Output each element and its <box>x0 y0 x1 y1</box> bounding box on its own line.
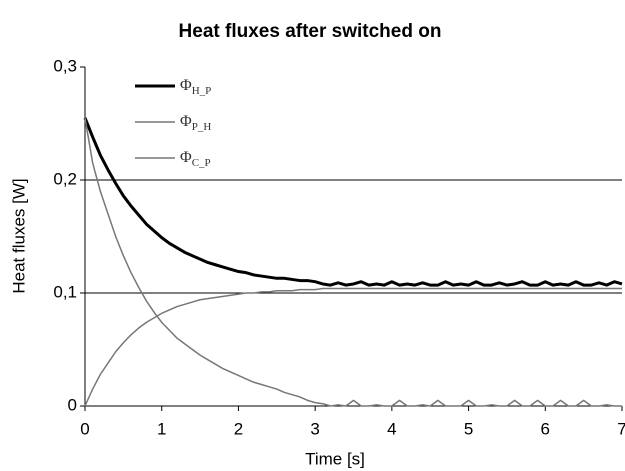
series-line <box>83 117 623 287</box>
y-tick-label: 0 <box>68 395 77 414</box>
y-axis-label: Heat fluxes [W] <box>9 178 28 293</box>
x-tick-label: 4 <box>387 419 396 438</box>
chart-title: Heat fluxes after switched on <box>179 21 442 42</box>
x-tick-label: 1 <box>157 419 166 438</box>
legend-label: ΦP_H <box>180 113 211 133</box>
legend-label: ΦH_P <box>180 77 211 97</box>
legend-label: ΦC_P <box>180 149 211 169</box>
x-axis-label: Time [s] <box>305 449 365 468</box>
y-tick-label: 0,1 <box>53 282 77 301</box>
x-tick-label: 0 <box>80 419 89 438</box>
y-tick-label: 0,3 <box>53 56 77 75</box>
series-line <box>84 117 622 407</box>
x-tick-label: 2 <box>234 419 243 438</box>
x-tick-label: 5 <box>464 419 473 438</box>
y-tick-label: 0,2 <box>53 169 77 188</box>
x-tick-label: 3 <box>310 419 319 438</box>
x-tick-label: 6 <box>541 419 550 438</box>
series-line <box>84 287 622 407</box>
x-tick-label: 7 <box>617 419 625 438</box>
